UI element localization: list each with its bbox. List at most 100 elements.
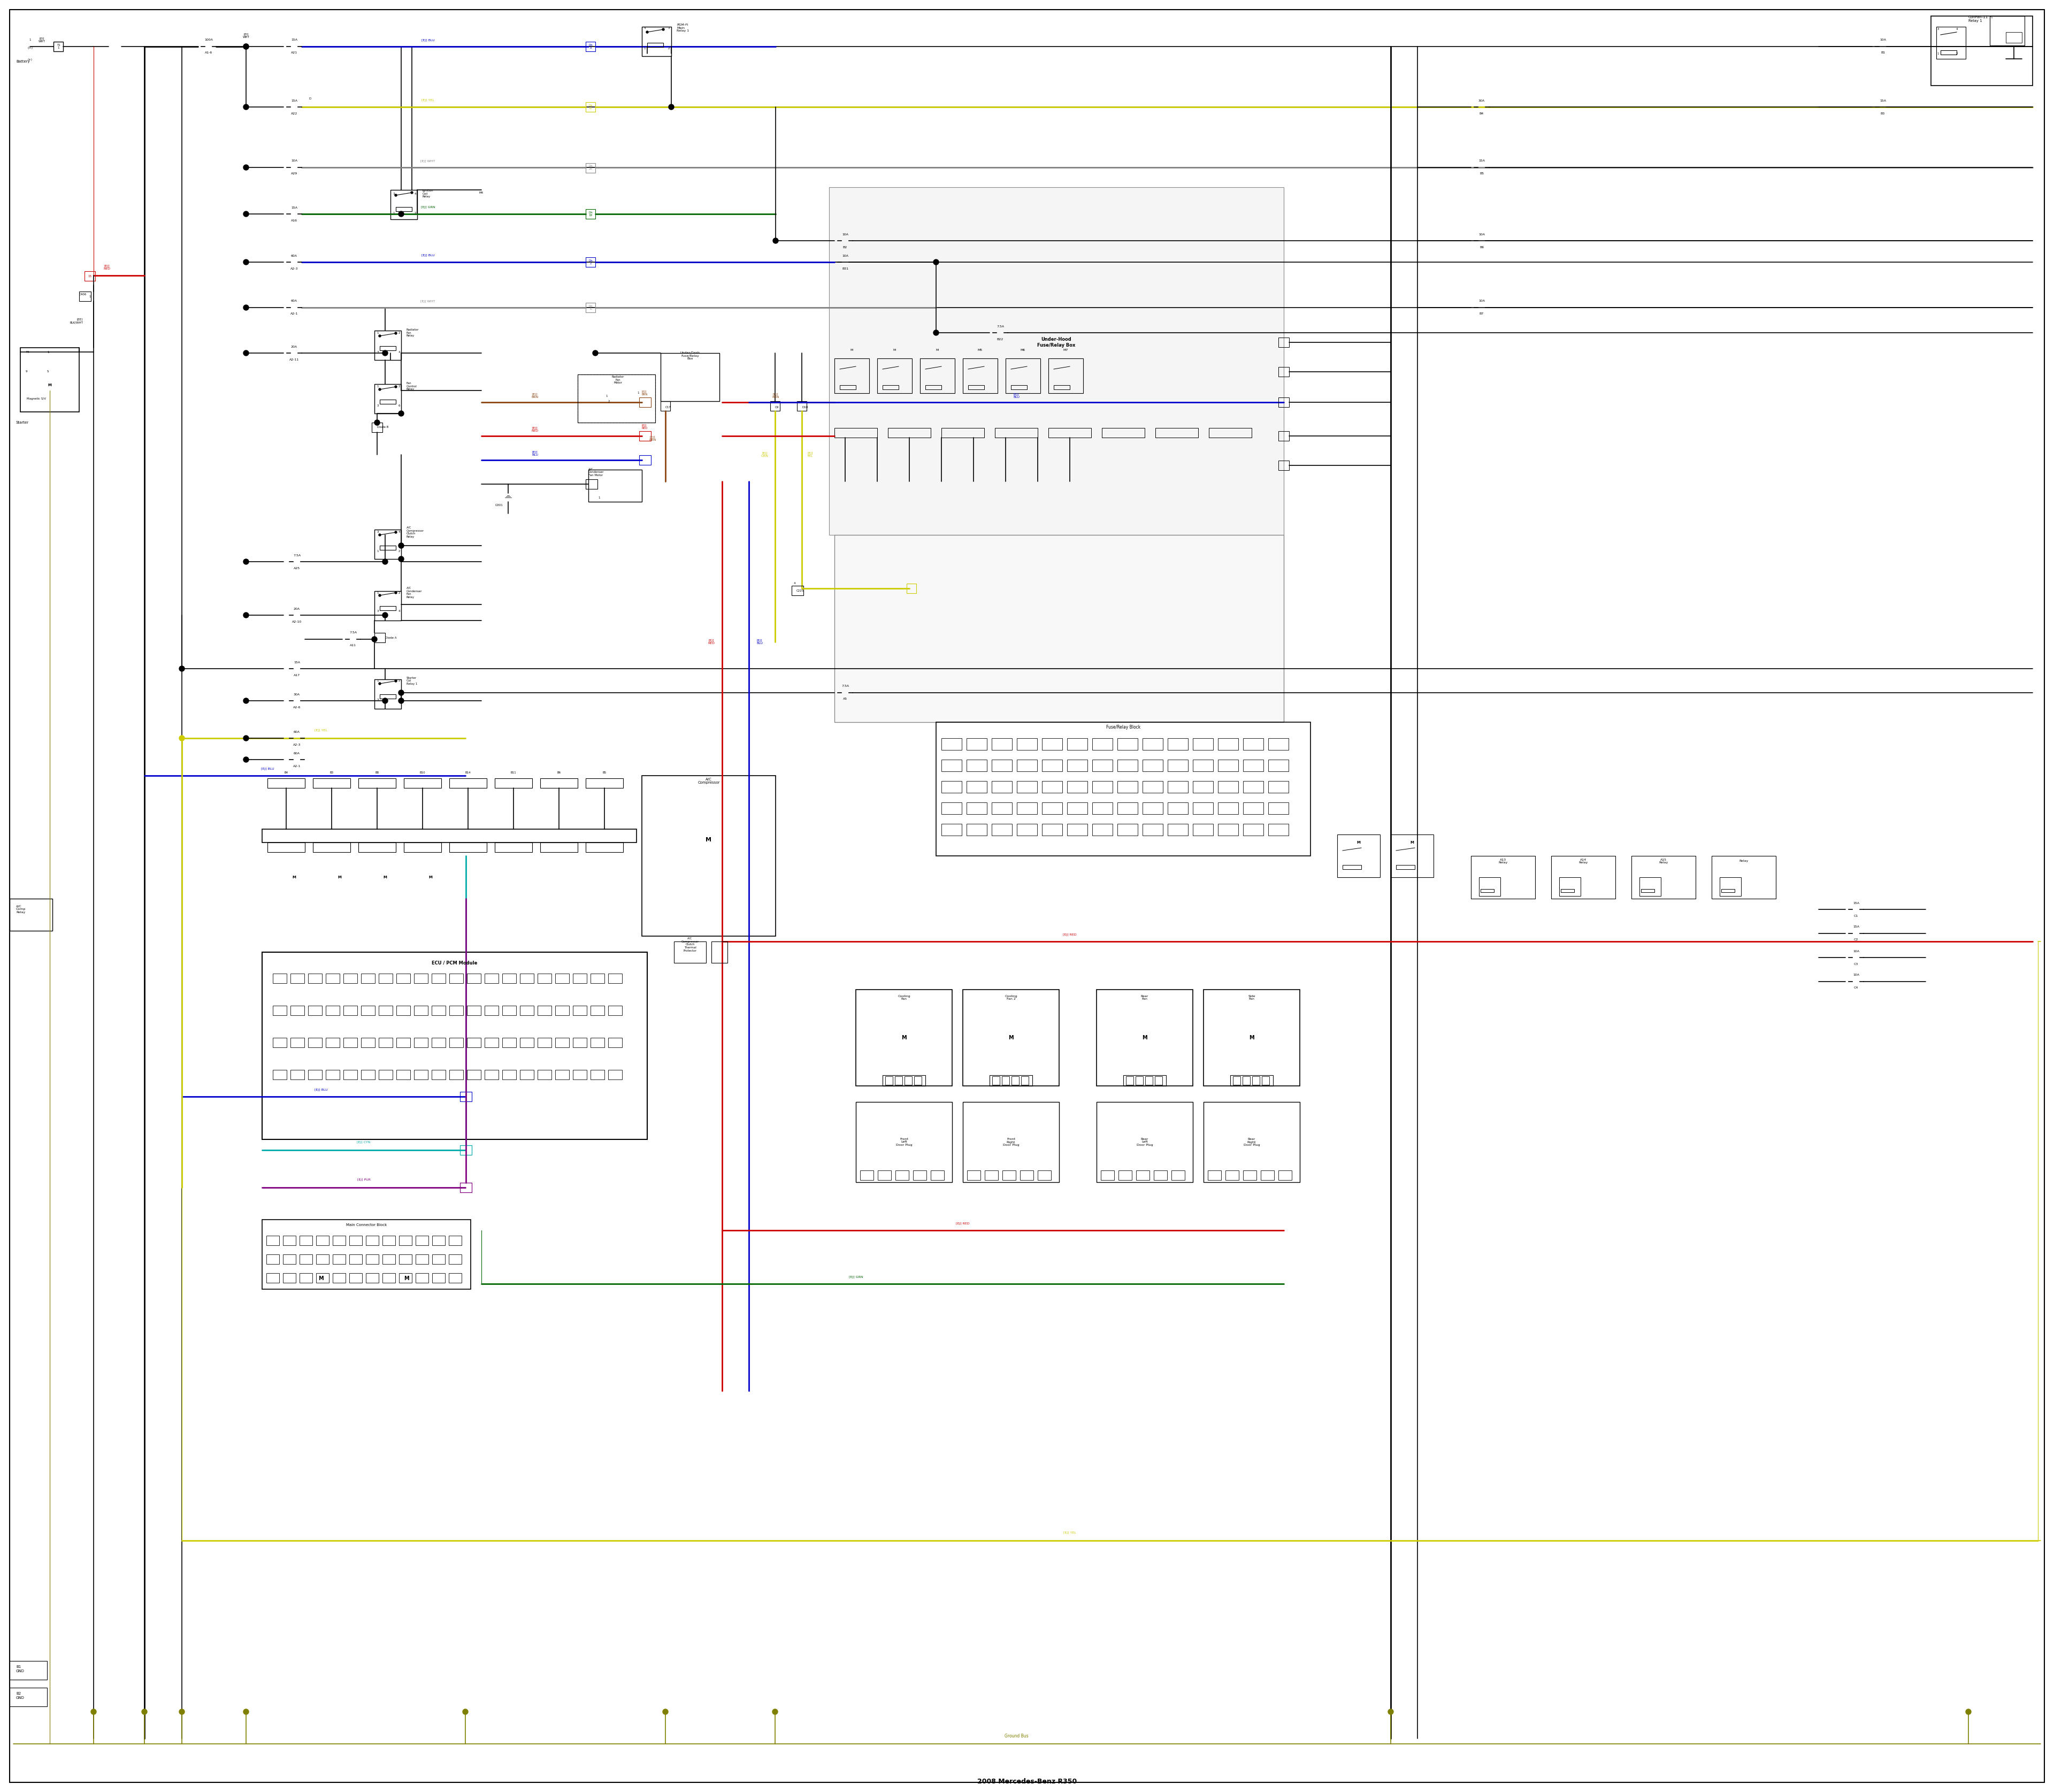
Text: D10: D10 — [801, 407, 807, 409]
Bar — [540, 778, 577, 788]
Bar — [992, 1077, 1000, 1084]
Bar — [857, 989, 953, 1086]
Bar — [1561, 889, 1573, 892]
Bar — [485, 1005, 499, 1016]
Bar — [460, 1183, 472, 1192]
Text: [EJ]
BLU: [EJ] BLU — [532, 452, 538, 457]
Text: A11: A11 — [349, 645, 355, 647]
Bar — [967, 824, 986, 835]
Bar — [1048, 428, 1091, 437]
Text: A2-1: A2-1 — [290, 312, 298, 315]
Text: [EJ] BLU: [EJ] BLU — [421, 254, 435, 256]
Bar — [857, 1102, 953, 1183]
Text: M: M — [384, 876, 386, 878]
Bar — [1017, 760, 1037, 771]
Text: B3: B3 — [1881, 113, 1886, 115]
Bar — [992, 760, 1013, 771]
Text: Main Connector Block: Main Connector Block — [345, 1224, 386, 1226]
Bar — [1097, 1102, 1193, 1183]
Bar — [405, 778, 442, 788]
Bar — [1243, 781, 1263, 792]
Bar — [1391, 835, 1434, 878]
Bar — [592, 1070, 604, 1079]
Text: (+): (+) — [27, 47, 33, 50]
Bar — [374, 530, 401, 559]
Bar — [1397, 866, 1415, 869]
Text: A29: A29 — [292, 172, 298, 176]
Bar — [1218, 781, 1239, 792]
Bar — [1093, 738, 1113, 751]
Text: Dn
28: Dn 28 — [587, 165, 594, 170]
Text: A2-3: A2-3 — [290, 267, 298, 271]
Bar — [1167, 738, 1187, 751]
Bar — [1931, 16, 2033, 86]
Bar — [1253, 1077, 1259, 1084]
Circle shape — [933, 330, 939, 335]
Bar — [503, 1070, 516, 1079]
Bar — [415, 1038, 427, 1047]
Bar — [1041, 781, 1062, 792]
Text: PGM-FI
Main
Relay 1: PGM-FI Main Relay 1 — [676, 23, 688, 32]
Bar — [1002, 1077, 1009, 1084]
Bar — [967, 385, 984, 389]
Bar — [555, 1005, 569, 1016]
Bar — [343, 1070, 357, 1079]
Circle shape — [242, 43, 249, 48]
Text: B7: B7 — [1479, 312, 1483, 315]
Bar — [10, 1661, 47, 1679]
Text: [EJ]
BRN: [EJ] BRN — [649, 435, 655, 441]
Bar — [1639, 878, 1662, 896]
Bar — [1041, 824, 1062, 835]
Circle shape — [242, 104, 249, 109]
Bar — [641, 27, 672, 56]
Circle shape — [242, 351, 249, 357]
Circle shape — [179, 1710, 185, 1715]
Bar — [926, 385, 941, 389]
Text: A/C
Comp
Relay: A/C Comp Relay — [16, 905, 27, 914]
Bar — [366, 1236, 378, 1245]
Text: A/C
Compressor
Clutch
Relay: A/C Compressor Clutch Relay — [407, 527, 425, 538]
Circle shape — [394, 679, 396, 683]
Circle shape — [242, 756, 249, 762]
Bar — [608, 1070, 622, 1079]
Text: B4: B4 — [1479, 113, 1483, 115]
Text: [EJ]
RED: [EJ] RED — [532, 426, 538, 432]
Bar — [1278, 337, 1290, 348]
Text: Rear
Left
Door Plug: Rear Left Door Plug — [1136, 1138, 1152, 1147]
Bar — [1631, 857, 1697, 898]
Bar — [53, 41, 64, 52]
Text: B31: B31 — [842, 267, 848, 271]
Bar — [382, 1254, 394, 1263]
Bar — [661, 353, 719, 401]
Bar — [992, 803, 1013, 814]
Bar — [378, 1038, 392, 1047]
Bar — [797, 401, 807, 410]
Bar — [485, 1070, 499, 1079]
Circle shape — [398, 211, 405, 217]
Bar — [362, 1038, 376, 1047]
Bar — [1193, 803, 1214, 814]
Bar — [896, 1077, 902, 1084]
Circle shape — [242, 260, 249, 265]
Bar — [415, 1070, 427, 1079]
Bar — [374, 330, 401, 360]
Bar — [914, 1077, 922, 1084]
Text: M: M — [937, 349, 939, 351]
Text: Ignition
Coil
Relay: Ignition Coil Relay — [423, 190, 433, 199]
Bar — [941, 824, 961, 835]
Circle shape — [90, 1710, 97, 1715]
Bar — [415, 1236, 429, 1245]
Text: M: M — [1009, 1036, 1013, 1041]
Bar — [267, 1272, 279, 1283]
Text: A13
Relay: A13 Relay — [1499, 858, 1508, 864]
Text: [EJ] GRN: [EJ] GRN — [848, 1276, 863, 1279]
Text: [EJ] RED: [EJ] RED — [955, 1222, 969, 1226]
Text: [EJ]
RED: [EJ] RED — [641, 425, 647, 430]
Bar — [1261, 1077, 1269, 1084]
Circle shape — [398, 410, 405, 416]
Text: 7.5A: 7.5A — [349, 631, 357, 634]
Bar — [941, 803, 961, 814]
Bar — [1204, 1102, 1300, 1183]
Bar — [1154, 1170, 1167, 1181]
Text: 15A: 15A — [1853, 901, 1859, 905]
